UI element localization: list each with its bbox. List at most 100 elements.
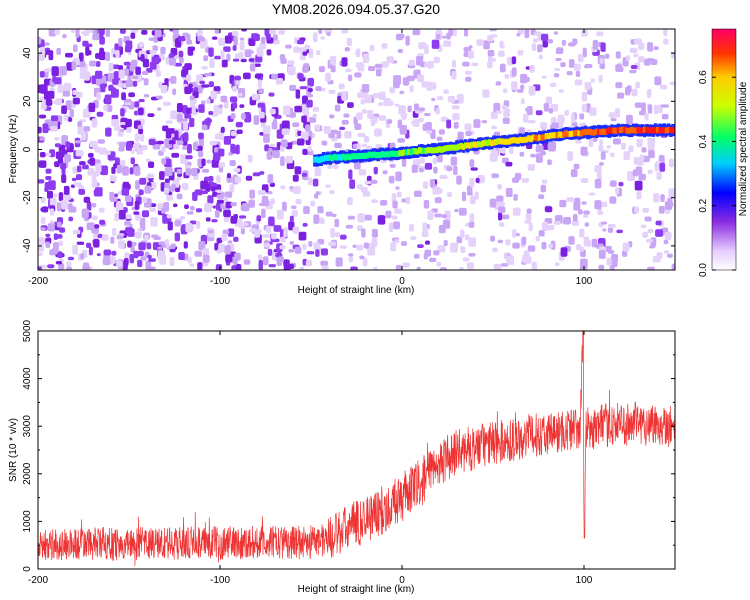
spectrogram-cell bbox=[283, 259, 290, 267]
spectrogram-cell bbox=[381, 43, 388, 49]
spectrogram-cell bbox=[666, 253, 673, 258]
signal-core bbox=[666, 126, 671, 133]
spectrogram-cell bbox=[294, 105, 303, 113]
spectrogram-cell bbox=[54, 143, 61, 148]
spectrogram-cell bbox=[344, 47, 350, 52]
spectrogram-cell bbox=[267, 174, 274, 184]
spectrogram-cell bbox=[527, 120, 536, 124]
spectrogram-cell bbox=[59, 227, 66, 233]
spectrogram-cell bbox=[191, 107, 196, 115]
spectrogram-cell bbox=[230, 216, 238, 224]
spectrogram-cell bbox=[258, 259, 263, 270]
spectrogram-cell bbox=[131, 29, 139, 34]
snr-x-label: Height of straight line (km) bbox=[298, 584, 415, 595]
spectrogram-cell bbox=[208, 175, 214, 182]
spectrogram-cell bbox=[239, 41, 245, 51]
spectrogram-cell bbox=[446, 166, 453, 172]
spectrogram-cell bbox=[64, 154, 72, 163]
spectrogram-cell bbox=[149, 50, 157, 54]
spectrogram-cell bbox=[93, 238, 100, 248]
spectrogram-cell bbox=[515, 232, 520, 237]
signal-core bbox=[662, 127, 667, 134]
spectrogram-cell bbox=[280, 156, 285, 167]
spectrogram-cell bbox=[202, 168, 210, 173]
spectrogram-cell bbox=[306, 99, 313, 108]
spectrogram-cell bbox=[584, 81, 592, 90]
spectrogram-cell bbox=[92, 179, 98, 186]
spectrogram-cell bbox=[566, 71, 573, 76]
spectrogram-cell bbox=[135, 66, 141, 75]
spectrogram-cell bbox=[357, 213, 365, 223]
spectrogram-cell bbox=[159, 171, 165, 180]
signal-core bbox=[441, 146, 446, 153]
spectrogram-cell bbox=[313, 214, 320, 224]
spectrogram-cell bbox=[308, 48, 314, 59]
spectrogram-cell bbox=[320, 248, 328, 256]
spectrogram-cell bbox=[171, 183, 177, 192]
spectrogram-cell bbox=[347, 215, 355, 220]
spectrogram-cell bbox=[206, 159, 212, 164]
spectrogram-cell bbox=[628, 145, 634, 153]
spectrogram-cell bbox=[579, 113, 585, 120]
signal-core bbox=[522, 136, 527, 143]
spectrogram-cell bbox=[658, 107, 663, 114]
spectrogram-cell bbox=[341, 91, 347, 101]
spectrogram-cell bbox=[285, 44, 292, 49]
signal-core bbox=[470, 141, 474, 148]
spectrogram-cell bbox=[545, 96, 553, 105]
spectrogram-cell bbox=[498, 50, 505, 57]
signal-core bbox=[359, 152, 363, 159]
spectrogram-cell bbox=[560, 247, 568, 257]
spectrogram-cell bbox=[363, 242, 369, 249]
spectrogram-cell bbox=[493, 102, 501, 113]
spectrogram-cell bbox=[359, 255, 365, 260]
spectrogram-cell bbox=[241, 29, 247, 32]
spectrogram-cell bbox=[137, 107, 144, 116]
spectrogram-cell bbox=[122, 166, 129, 176]
spectrogram-cell bbox=[371, 228, 378, 238]
spectrogram-cell bbox=[318, 66, 326, 73]
spectrogram-cell bbox=[458, 207, 467, 216]
spectrogram-cell bbox=[186, 34, 191, 41]
colorbar-tick-label: 0.0 bbox=[698, 263, 709, 277]
spectrogram-cell bbox=[80, 131, 87, 140]
spectrogram-cell bbox=[609, 180, 617, 187]
spectrogram-cell bbox=[159, 254, 166, 265]
spectrogram-cell bbox=[313, 32, 318, 43]
spectrogram-cell bbox=[626, 114, 633, 125]
spectrogram-cell bbox=[38, 114, 47, 119]
signal-core bbox=[660, 127, 664, 134]
spectrogram-cell bbox=[147, 254, 152, 259]
spectrogram-cell bbox=[293, 46, 300, 53]
spectrogram-cell bbox=[330, 227, 335, 238]
signal-core bbox=[474, 141, 479, 148]
spectrogram-cell bbox=[519, 151, 525, 157]
spectrogram-cell bbox=[69, 108, 74, 118]
spectrogram-cell bbox=[460, 229, 465, 239]
spectrogram-cell bbox=[395, 264, 402, 270]
spectrogram-cell bbox=[370, 199, 378, 203]
spectrogram-cell bbox=[369, 44, 375, 52]
spectrogram-cell bbox=[72, 166, 79, 174]
spectrogram-cell bbox=[655, 220, 662, 226]
signal-core bbox=[393, 150, 398, 157]
signal-core bbox=[385, 151, 389, 158]
spectrogram-cell bbox=[258, 202, 265, 206]
signal-core bbox=[527, 135, 531, 142]
spectrogram-cell bbox=[145, 158, 151, 163]
spectrogram-cell bbox=[424, 249, 432, 257]
spectrogram-cell bbox=[71, 177, 77, 182]
spectrogram-cell bbox=[604, 53, 610, 59]
spectrogram-cell bbox=[288, 248, 295, 253]
spectrogram-cell bbox=[124, 252, 130, 260]
spectrogram-cell bbox=[537, 33, 542, 41]
spectrogram-cell bbox=[131, 75, 139, 80]
spectrogram-cell bbox=[524, 29, 530, 39]
spectrogram-cell bbox=[425, 121, 432, 131]
spectrogram-cell bbox=[377, 101, 384, 107]
spectrogram-cell bbox=[225, 201, 233, 209]
spectrogram-cell bbox=[138, 242, 146, 251]
spectrogram-cell bbox=[227, 228, 235, 237]
spectrogram-cell bbox=[503, 88, 508, 94]
spectrogram-cell bbox=[314, 124, 321, 131]
